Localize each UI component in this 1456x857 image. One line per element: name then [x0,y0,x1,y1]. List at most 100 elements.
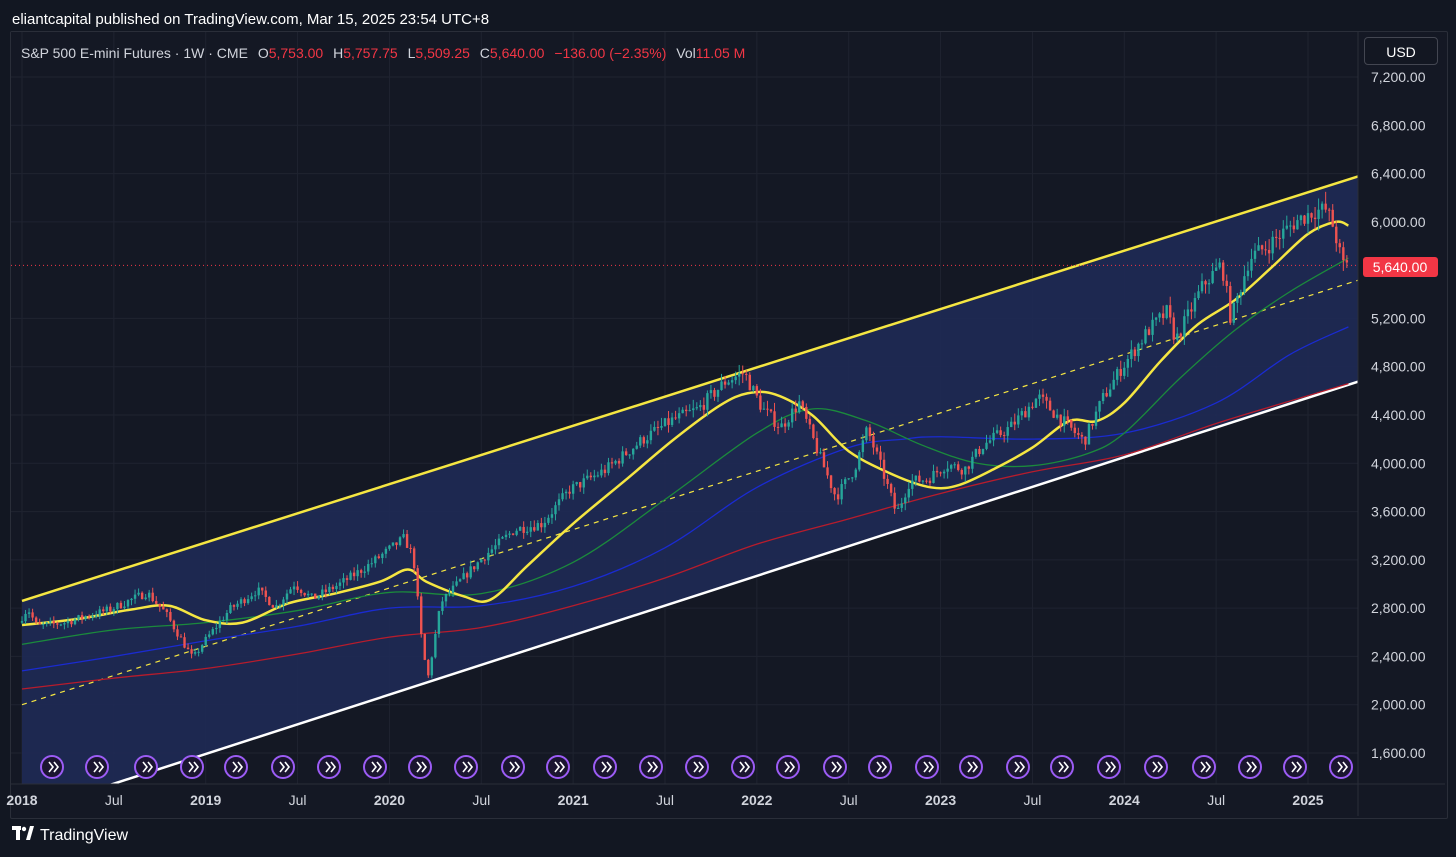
candle-body [176,629,179,637]
earnings-event-icon[interactable] [546,755,570,779]
candle-body [204,636,207,646]
candle-body [1041,394,1045,397]
candle-body [211,629,214,635]
candle-body [321,589,324,596]
earnings-event-icon[interactable] [915,755,939,779]
candle-body [38,622,41,625]
x-tick-label: 2019 [190,792,221,808]
candle-body [165,609,169,612]
channel-upper-line[interactable] [21,175,1363,603]
earnings-event-icon[interactable] [593,755,617,779]
candle-body [1306,213,1310,224]
candle-body [1144,329,1147,344]
candle-body [1048,400,1052,411]
earnings-event-icon[interactable] [639,755,663,779]
candle-body [1158,313,1161,318]
earnings-event-icon[interactable] [731,755,755,779]
earnings-event-icon[interactable] [224,755,248,779]
earnings-event-icon[interactable] [868,755,892,779]
candle-body [225,612,229,620]
earnings-event-icon[interactable] [1097,755,1121,779]
channel-lower-line[interactable] [22,380,1363,813]
candle-body [94,615,98,617]
candle-body [720,381,723,390]
candle-body [1324,203,1327,210]
candle-body [614,460,617,464]
candle-body [674,417,677,419]
earnings-event-icon[interactable] [1283,755,1307,779]
candle-body [1063,416,1066,426]
earnings-event-icon[interactable] [685,755,709,779]
candle-body [430,657,434,676]
candle-body [847,478,850,480]
earnings-event-icon[interactable] [408,755,432,779]
candle-body [1342,247,1345,261]
candle-body [1296,220,1299,230]
candle-body [815,438,819,454]
candle-body [34,617,38,623]
earnings-event-icon[interactable] [134,755,158,779]
candle-body [126,600,130,607]
time-axis[interactable]: 2018 Jul 2019 Jul 2020 Jul 2021 Jul 2022 Jul 2023 J… [6,792,1323,808]
currency-button[interactable]: USD [1364,37,1438,65]
candle-body [1133,349,1137,357]
candle-body [236,603,239,607]
candle-body [423,633,426,660]
candle-body [600,469,603,476]
earnings-event-icon[interactable] [271,755,295,779]
earnings-event-icon[interactable] [1050,755,1074,779]
candle-body [162,606,165,610]
candle-body [402,534,405,538]
candle-body [1204,281,1207,285]
publisher-info: eliantcapital published on TradingView.c… [12,11,490,28]
candle-body [1151,319,1154,335]
candle-body [1010,421,1013,428]
candle-body [469,566,472,578]
candle-body [1313,217,1317,220]
candle-body [677,413,681,419]
earnings-event-icon[interactable] [180,755,204,779]
candle-body [1140,343,1144,345]
high-value: 5,757.75 [343,45,398,61]
earnings-event-icon[interactable] [1329,755,1353,779]
candle-body [172,620,176,630]
event-markers[interactable] [40,755,1353,779]
earnings-event-icon[interactable] [1006,755,1030,779]
earnings-event-icon[interactable] [776,755,800,779]
earnings-event-icon[interactable] [1238,755,1262,779]
candle-body [918,475,921,482]
candle-body [851,477,854,479]
price-axis[interactable]: 7,200.00 6,800.00 6,400.00 6,000.00 5,200.00… [1371,69,1426,761]
earnings-event-icon[interactable] [317,755,341,779]
earnings-event-icon[interactable] [363,755,387,779]
candle-body [370,563,373,565]
candle-body [607,462,610,474]
y-tick-label: 4,400.00 [1371,407,1426,423]
earnings-event-icon[interactable] [40,755,64,779]
earnings-event-icon[interactable] [85,755,109,779]
earnings-event-icon[interactable] [823,755,847,779]
candle-body [123,606,126,609]
candle-body [656,426,660,428]
candle-body [1066,416,1069,421]
candle-body [571,484,575,494]
candle-body [243,599,246,604]
candle-body [843,479,847,485]
candle-body [1130,349,1133,359]
y-tick-label: 2,400.00 [1371,648,1426,664]
tradingview-footer[interactable]: TradingView [12,826,128,845]
earnings-event-icon[interactable] [1144,755,1168,779]
candle-body [586,475,589,479]
symbol-legend[interactable]: S&P 500 E-mini Futures · 1W · CME O5,753… [21,45,745,61]
candle-body [603,469,607,474]
earnings-event-icon[interactable] [959,755,983,779]
close-value: 5,640.00 [489,45,545,61]
candle-body [119,602,123,609]
earnings-event-icon[interactable] [454,755,478,779]
earnings-event-icon[interactable] [501,755,525,779]
earnings-event-icon[interactable] [1192,755,1216,779]
candle-body [1267,249,1271,254]
candle-body [932,470,935,484]
candle-body [769,409,773,412]
